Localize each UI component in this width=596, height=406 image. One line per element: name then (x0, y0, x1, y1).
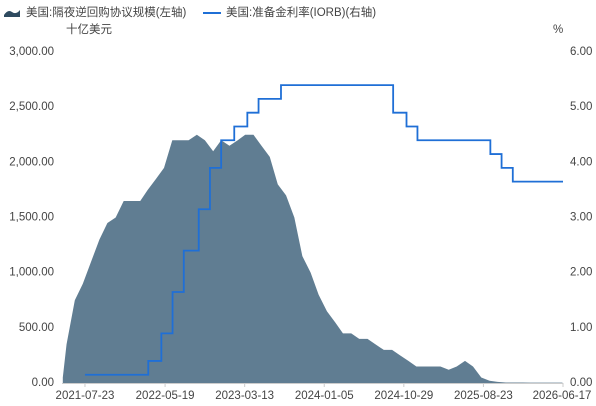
y-tick-label: 0.00 (32, 377, 54, 389)
y-tick-label: 500.00 (19, 322, 54, 334)
y2-tick-label: 1.00 (570, 322, 592, 334)
y2-tick-label: 0.00 (570, 377, 592, 389)
x-tick-label: 2022-05-19 (136, 390, 195, 402)
y2-tick-label: 3.00 (570, 212, 592, 224)
y2-tick-label: 4.00 (570, 156, 592, 168)
x-tick-label: 2023-03-13 (215, 390, 274, 402)
y2-tick-label: 2.00 (570, 267, 592, 279)
line (84, 84, 563, 376)
x-tick-label: 2024-01-05 (295, 390, 354, 402)
left-unit: 十亿美元 (66, 22, 112, 36)
y-tick-label: 1,000.00 (9, 267, 54, 279)
right-unit: % (553, 24, 563, 36)
y2-tick-label: 6.00 (570, 46, 592, 58)
legend-label: 美国:隔夜逆回购协议规模(左轴) (26, 5, 187, 19)
y2-tick-label: 5.00 (570, 101, 592, 113)
y-tick-label: 2,000.00 (9, 156, 54, 168)
y-tick-label: 2,500.00 (9, 101, 54, 113)
x-tick-label: 2021-07-23 (56, 390, 115, 402)
legend-label: 美国:准备金利率(IORB)(右轴) (226, 5, 376, 19)
area (62, 134, 563, 383)
x-tick-label: 2026-06-17 (533, 390, 592, 402)
y-tick-label: 1,500.00 (9, 212, 54, 224)
x-tick-label: 2024-10-29 (374, 390, 433, 402)
legend-area-icon (4, 10, 20, 17)
y-tick-label: 3,000.00 (9, 46, 54, 58)
x-tick-label: 2025-08-23 (454, 390, 513, 402)
